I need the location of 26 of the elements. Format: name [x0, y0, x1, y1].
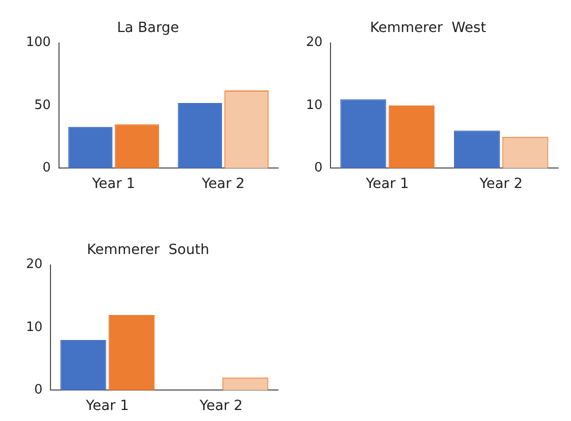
y-tick-label: 0 [34, 382, 43, 398]
x-tick-label: Year 2 [198, 398, 243, 414]
bar [388, 106, 435, 168]
chart-title: Kemmerer West [370, 20, 487, 36]
x-tick-label: Year 1 [364, 176, 409, 192]
y-tick-label: 100 [26, 35, 51, 50]
bar [454, 130, 500, 168]
bar [114, 124, 160, 168]
y-tick-label: 10 [306, 98, 323, 113]
y-tick-label: 0 [42, 160, 51, 176]
x-tick-label: Year 1 [91, 176, 136, 192]
bar [60, 340, 106, 390]
bar [108, 314, 155, 390]
x-tick-label: Year 2 [478, 176, 523, 192]
chart-title: Kemmerer South [86, 242, 210, 258]
y-tick-label: 10 [26, 320, 43, 335]
y-tick-label: 20 [26, 257, 43, 272]
chart-title: La Barge [116, 20, 180, 36]
y-tick-label: 50 [34, 98, 51, 113]
bar [340, 99, 386, 168]
y-tick-label: 0 [314, 160, 323, 176]
x-tick-label: Year 2 [200, 176, 245, 192]
bar [68, 126, 112, 168]
bar [178, 102, 222, 168]
y-tick-label: 20 [306, 35, 323, 50]
x-tick-label: Year 1 [84, 398, 129, 414]
